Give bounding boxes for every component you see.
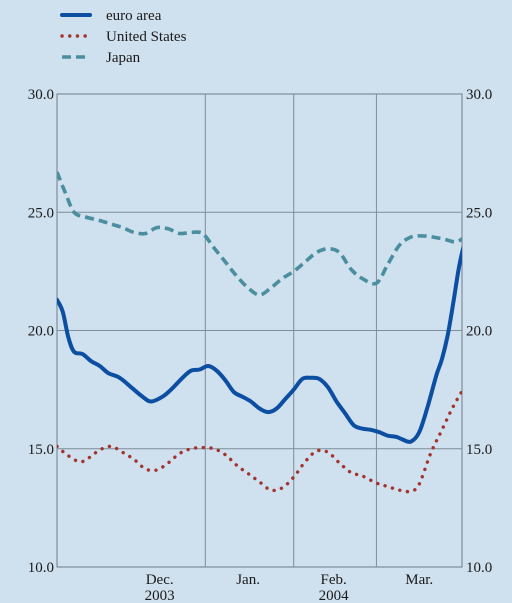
y-tick-label-right: 15.0	[466, 442, 492, 458]
x-tick-label: Feb.	[321, 572, 347, 588]
y-tick-label-left: 30.0	[28, 87, 54, 103]
x-tick-label: Dec.	[146, 572, 174, 588]
x-tick-label: Mar.	[405, 572, 433, 588]
gridlines	[57, 94, 462, 567]
x-axis: Dec.2003 Jan. Feb.2004 Mar.	[145, 572, 434, 603]
y-tick-label-right: 30.0	[466, 87, 492, 103]
x-tick-year-label: 2003	[145, 588, 175, 603]
y-tick-label-left: 25.0	[28, 205, 54, 221]
series-line-united-states	[57, 388, 462, 494]
y-tick-label-left: 15.0	[28, 442, 54, 458]
legend-label: Japan	[106, 50, 141, 66]
y-axis-left: 10.0 15.0 20.0 25.0 30.0	[28, 87, 54, 576]
series-line-euro-area	[57, 245, 462, 444]
x-tick-label: Jan.	[236, 572, 260, 588]
legend-label: euro area	[106, 8, 162, 24]
series-line-japan	[57, 171, 462, 297]
legend: euro area United States Japan	[60, 8, 187, 66]
y-tick-label-left: 10.0	[28, 560, 54, 576]
x-tick-year-label: 2004	[319, 588, 350, 603]
y-tick-label-right: 20.0	[466, 324, 492, 340]
y-tick-label-right: 10.0	[466, 560, 492, 576]
y-tick-label-left: 20.0	[28, 324, 54, 340]
y-axis-right: 10.0 15.0 20.0 25.0 30.0	[466, 87, 492, 576]
legend-label: United States	[106, 29, 187, 45]
y-tick-label-right: 25.0	[466, 205, 492, 221]
series-layer	[57, 171, 462, 494]
